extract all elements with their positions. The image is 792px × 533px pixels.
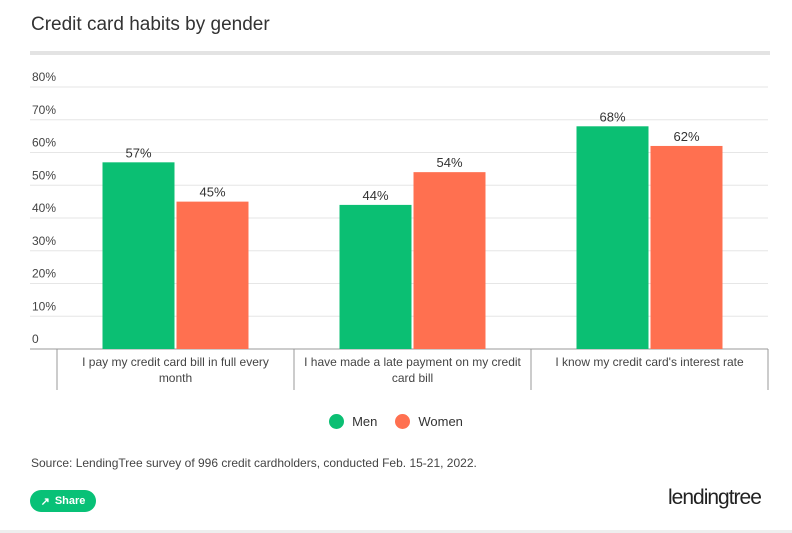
- bar-men: [339, 204, 412, 349]
- data-label: 54%: [436, 155, 462, 170]
- data-label: 45%: [199, 185, 225, 200]
- legend-item-women[interactable]: Women: [395, 414, 463, 429]
- data-label: 68%: [599, 109, 625, 124]
- y-tick-label: 80%: [32, 70, 56, 84]
- y-tick-label: 30%: [32, 234, 56, 248]
- y-tick-label: 20%: [32, 267, 56, 281]
- bar-women: [650, 145, 723, 349]
- data-label: 62%: [673, 129, 699, 144]
- y-tick-label: 40%: [32, 201, 56, 215]
- x-category-label: I pay my credit card bill in full every: [82, 355, 269, 369]
- y-tick-label: 70%: [32, 103, 56, 117]
- y-tick-label: 0: [32, 332, 39, 346]
- data-label: 57%: [125, 145, 151, 160]
- y-tick-label: 50%: [32, 168, 56, 182]
- x-category-label: I know my credit card's interest rate: [555, 355, 744, 369]
- x-category-label: month: [159, 371, 192, 385]
- women-swatch: [395, 414, 411, 429]
- x-category-label: card bill: [392, 371, 433, 385]
- x-category-label: I have made a late payment on my credit: [304, 355, 521, 369]
- share-button[interactable]: ↗ Share: [30, 490, 96, 512]
- legend: Men Women: [0, 414, 792, 429]
- legend-label: Men: [352, 414, 378, 429]
- bar-chart: 0 10% 20% 30% 40% 50% 60% 70% 80% 57% 45% I pay my …: [30, 70, 769, 390]
- bar-women: [176, 201, 249, 349]
- share-icon: ↗: [40, 495, 50, 508]
- legend-label: Women: [418, 414, 463, 429]
- bar-women: [413, 172, 486, 349]
- bar-men: [576, 126, 649, 349]
- men-swatch: [329, 414, 345, 429]
- title-divider: [30, 51, 770, 55]
- y-tick-label: 60%: [32, 136, 56, 150]
- source-note: Source: LendingTree survey of 996 credit…: [31, 456, 477, 470]
- lendingtree-logo: lendingtree: [668, 486, 762, 509]
- data-label: 44%: [362, 188, 388, 203]
- chart-title: Credit card habits by gender: [31, 14, 270, 35]
- y-tick-label: 10%: [32, 299, 56, 313]
- bottom-border: [0, 530, 792, 533]
- bar-men: [102, 162, 175, 349]
- legend-item-men[interactable]: Men: [329, 414, 377, 429]
